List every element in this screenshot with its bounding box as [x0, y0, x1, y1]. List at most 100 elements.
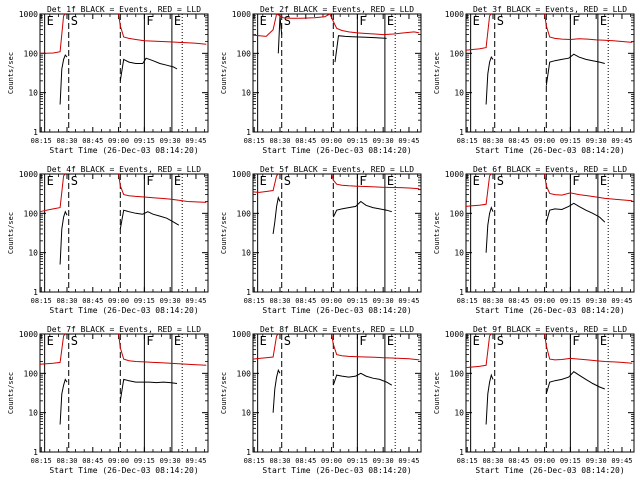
y-tick-label: 100 [24, 49, 39, 58]
x-tick-label: 09:30 [373, 137, 394, 145]
y-tick-label: 1 [33, 128, 38, 137]
x-axis-label: Start Time (26-Dec-03 08:14:20) [49, 466, 198, 475]
x-tick-label: 09:30 [160, 297, 181, 305]
plot-frame [252, 333, 422, 453]
events-series-line [485, 373, 494, 425]
events-series-line [59, 210, 68, 265]
x-tick-label: 09:45 [611, 297, 632, 305]
x-tick-label: 08:45 [295, 457, 316, 465]
x-tick-label: 09:15 [560, 297, 581, 305]
panel-det-7: 1 10 100 1000 08:15 08:30 08:45 09:00 09:15 09:30… [7, 325, 209, 475]
y-axis-label: Counts/sec [7, 212, 15, 254]
y-tick-label: 1000 [232, 10, 251, 19]
panel-title: Det 6f BLACK = Events, RED = LLD [473, 165, 627, 174]
x-tick-label: 09:15 [560, 457, 581, 465]
y-tick-label: 10 [241, 89, 251, 98]
x-tick-label: 09:45 [398, 457, 419, 465]
x-tick-label: 08:30 [482, 297, 503, 305]
x-tick-label: 08:45 [508, 137, 529, 145]
panel-det-8: 1 10 100 1000 08:15 08:30 08:45 09:00 09:15 09:30… [220, 325, 422, 475]
x-tick-label: 09:00 [534, 297, 555, 305]
marker-label: F [359, 334, 366, 348]
events-series-line [119, 378, 178, 401]
y-tick-label: 100 [450, 369, 465, 378]
y-tick-label: 100 [237, 369, 252, 378]
x-tick-label: 09:00 [321, 457, 342, 465]
x-tick-label: 09:15 [134, 457, 155, 465]
lld-series-line [40, 13, 66, 54]
x-tick-label: 09:30 [160, 137, 181, 145]
x-tick-label: 08:15 [31, 297, 52, 305]
lld-series-line [252, 13, 331, 37]
y-tick-label: 1 [459, 128, 464, 137]
marker-label: E [600, 334, 607, 348]
lld-series-line [544, 173, 633, 202]
x-tick-label: 08:30 [482, 457, 503, 465]
y-tick-label: 10 [454, 249, 464, 258]
y-tick-label: 1 [246, 128, 251, 137]
lld-series-line [465, 173, 492, 207]
marker-label: E [473, 14, 480, 28]
events-series-line [334, 35, 387, 63]
lld-series-line [118, 333, 207, 366]
marker-label: F [572, 14, 579, 28]
panel-title: Det 5f BLACK = Events, RED = LLD [260, 165, 414, 174]
events-series-line [545, 371, 605, 395]
y-tick-label: 10 [454, 89, 464, 98]
plot-frame [465, 13, 635, 133]
y-tick-label: 10 [241, 249, 251, 258]
x-tick-label: 09:15 [134, 137, 155, 145]
x-tick-label: 09:00 [534, 457, 555, 465]
x-tick-label: 09:30 [373, 457, 394, 465]
plot-frame [39, 333, 209, 453]
x-tick-label: 09:45 [185, 137, 206, 145]
x-tick-label: 09:15 [347, 457, 368, 465]
x-tick-label: 09:15 [347, 297, 368, 305]
y-tick-label: 100 [450, 209, 465, 218]
x-tick-label: 08:45 [295, 297, 316, 305]
y-tick-label: 100 [237, 209, 252, 218]
panel-det-6: 1 10 100 1000 08:15 08:30 08:45 09:00 09:15 09:30… [433, 165, 635, 315]
x-tick-label: 08:45 [295, 137, 316, 145]
panel-title: Det 8f BLACK = Events, RED = LLD [260, 325, 414, 334]
y-tick-label: 1 [33, 288, 38, 297]
plot-frame [39, 13, 209, 133]
panel-title: Det 7f BLACK = Events, RED = LLD [47, 325, 201, 334]
y-tick-label: 100 [24, 369, 39, 378]
marker-label: E [600, 14, 607, 28]
lld-series-line [118, 173, 207, 203]
x-tick-label: 09:15 [347, 137, 368, 145]
y-tick-label: 1000 [232, 330, 251, 339]
y-axis-label: Counts/sec [433, 52, 441, 94]
lld-series-line [118, 13, 207, 45]
y-axis-label: Counts/sec [7, 52, 15, 94]
marker-label: S [497, 334, 504, 348]
x-tick-label: 08:30 [482, 137, 503, 145]
x-tick-label: 09:45 [185, 457, 206, 465]
x-axis-label: Start Time (26-Dec-03 08:14:20) [49, 146, 198, 155]
x-tick-label: 08:30 [56, 137, 77, 145]
plot-frame [39, 173, 209, 293]
events-series-line [272, 368, 281, 413]
events-series-line [545, 202, 606, 223]
y-tick-label: 10 [28, 409, 38, 418]
marker-label: F [572, 334, 579, 348]
x-tick-label: 09:00 [108, 297, 129, 305]
panel-det-9: 1 10 100 1000 08:15 08:30 08:45 09:00 09:15 09:30… [433, 325, 635, 475]
panel-title: Det 9f BLACK = Events, RED = LLD [473, 325, 627, 334]
marker-label: F [146, 14, 153, 28]
plot-frame [465, 173, 635, 293]
lld-series-line [465, 333, 492, 369]
events-series-line [277, 15, 283, 54]
y-tick-label: 1000 [232, 170, 251, 179]
x-axis-label: Start Time (26-Dec-03 08:14:20) [49, 306, 198, 315]
marker-label: S [284, 14, 291, 28]
y-tick-label: 1 [246, 288, 251, 297]
y-tick-label: 10 [241, 409, 251, 418]
x-tick-label: 08:30 [269, 457, 290, 465]
y-tick-label: 1000 [19, 170, 38, 179]
y-tick-label: 10 [454, 409, 464, 418]
x-tick-label: 08:15 [244, 137, 265, 145]
x-tick-label: 09:45 [185, 297, 206, 305]
lld-series-line [329, 13, 420, 36]
